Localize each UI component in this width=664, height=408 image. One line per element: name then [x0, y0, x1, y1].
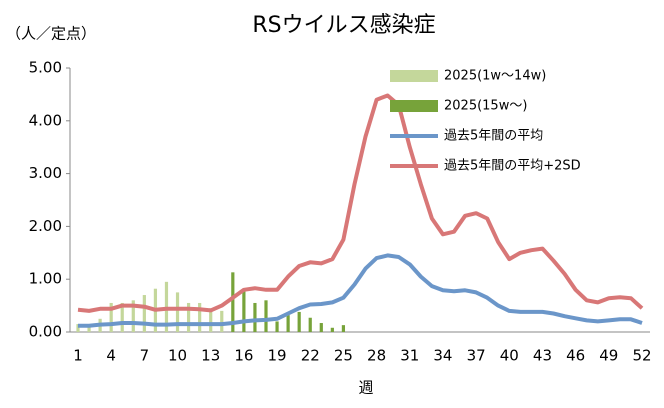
x-tick-label: 31: [400, 347, 419, 365]
legend-label: 2025(1w〜14w): [444, 69, 546, 84]
x-tick-label: 16: [234, 347, 253, 365]
bar: [308, 317, 312, 332]
bar: [297, 311, 301, 332]
y-tick-label: 4.00: [29, 111, 62, 129]
y-tick-label: 2.00: [29, 217, 62, 235]
line: [77, 93, 644, 313]
bar: [220, 310, 224, 332]
y-tick-label: 0.00: [29, 323, 62, 341]
y-tick-label: 1.00: [29, 270, 62, 288]
bar: [131, 300, 135, 332]
x-tick-label: 34: [433, 347, 452, 365]
x-tick-label: 7: [140, 347, 150, 365]
bar: [253, 302, 257, 332]
bar: [264, 300, 268, 332]
y-tick-label: 3.00: [29, 164, 62, 182]
bar: [87, 324, 91, 332]
legend-label: 過去5年間の平均: [444, 129, 543, 144]
bar: [231, 272, 235, 332]
x-tick-label: 52: [632, 347, 651, 365]
y-axis-label: （人／定点）: [6, 25, 96, 43]
bar: [186, 302, 191, 332]
y-tick-label: 5.00: [29, 59, 62, 77]
line: [78, 253, 643, 328]
x-tick-label: 46: [566, 347, 585, 365]
x-tick-label: 13: [201, 347, 220, 365]
bar: [209, 308, 213, 332]
x-tick-label: 25: [334, 347, 353, 365]
bar: [198, 302, 202, 332]
legend-label: 2025(15w〜): [444, 99, 527, 114]
x-tick-label: 43: [533, 347, 552, 365]
x-axis-label: 週: [358, 379, 373, 397]
bar: [242, 290, 246, 332]
x-tick-label: 40: [500, 347, 519, 365]
x-tick-label: 37: [467, 347, 486, 365]
x-tick-label: 1: [73, 347, 83, 365]
bar: [120, 302, 124, 332]
x-tick-label: 22: [301, 347, 320, 365]
x-tick-label: 49: [599, 347, 618, 365]
bar: [330, 327, 334, 332]
bar: [142, 295, 146, 332]
bar: [175, 292, 180, 332]
legend-swatch: [390, 100, 438, 112]
x-tick-label: 4: [106, 347, 116, 365]
bar: [76, 324, 80, 332]
legend-swatch: [390, 70, 438, 82]
bar: [286, 315, 290, 332]
bar: [275, 321, 279, 332]
bar: [341, 325, 346, 332]
bar: [319, 323, 323, 332]
x-tick-label: 19: [268, 347, 287, 365]
x-tick-label: 28: [367, 347, 386, 365]
legend-label: 過去5年間の平均+2SD: [444, 159, 581, 174]
x-tick-label: 10: [168, 347, 187, 365]
chart-title: RSウイルス感染症: [252, 13, 435, 38]
bar: [109, 302, 113, 332]
